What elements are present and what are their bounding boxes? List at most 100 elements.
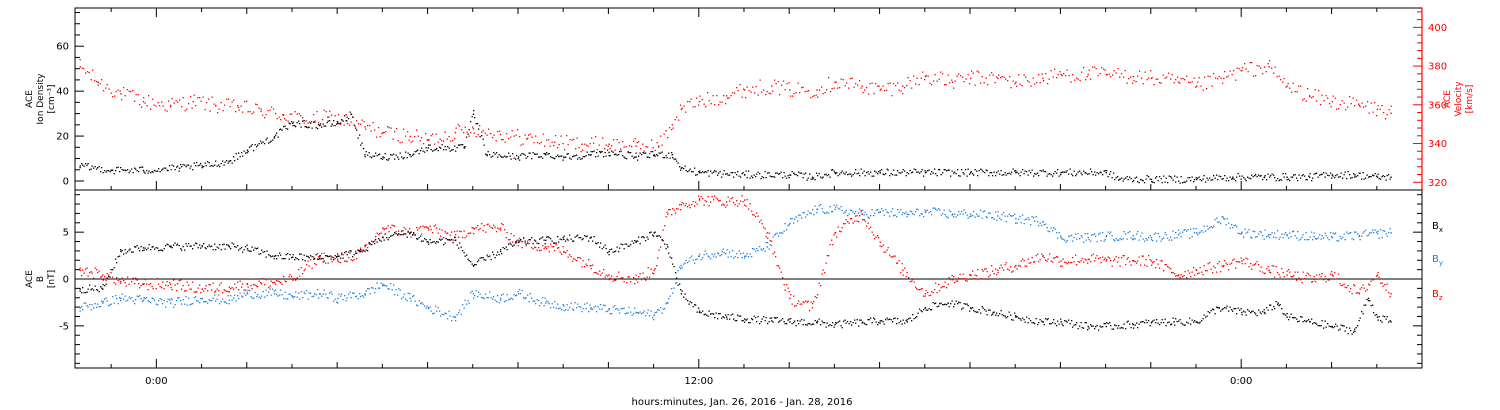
- bz-point: [1382, 285, 1384, 287]
- velocity-point: [486, 134, 488, 136]
- by-point: [201, 297, 203, 300]
- density-point: [464, 146, 466, 148]
- density-point: [1198, 176, 1200, 178]
- density-point: [1378, 178, 1380, 180]
- velocity-point: [1368, 112, 1370, 114]
- bx-point: [877, 324, 879, 326]
- bx-point: [977, 311, 979, 313]
- bx-point: [90, 289, 92, 291]
- velocity-point: [1383, 112, 1385, 114]
- by-point: [181, 303, 183, 305]
- bz-point: [943, 286, 945, 288]
- bz-point: [713, 199, 715, 201]
- bx-point: [627, 245, 629, 247]
- velocity-point: [510, 136, 512, 138]
- density-point: [403, 157, 405, 159]
- density-point: [243, 150, 245, 152]
- bx-point: [881, 320, 883, 322]
- velocity-point: [831, 88, 833, 90]
- bz-point: [908, 277, 910, 279]
- bz-point: [1106, 259, 1108, 261]
- by-point: [1382, 230, 1384, 232]
- by-point: [563, 305, 565, 307]
- velocity-point: [1195, 86, 1197, 88]
- bx-point: [851, 324, 853, 326]
- by-point: [1279, 236, 1281, 238]
- density-point: [555, 156, 557, 158]
- density-point: [836, 172, 838, 174]
- bx-point: [340, 257, 342, 259]
- bx-point: [155, 247, 157, 249]
- by-point: [967, 217, 969, 219]
- bx-point: [486, 254, 488, 256]
- velocity-point: [978, 71, 980, 73]
- bx-point: [1237, 307, 1239, 309]
- bx-point: [443, 244, 445, 246]
- bx-point: [799, 320, 801, 322]
- density-point: [1382, 175, 1384, 177]
- by-point: [315, 294, 317, 296]
- velocity-point: [1121, 73, 1123, 75]
- density-point: [1274, 177, 1276, 179]
- density-point: [592, 151, 594, 153]
- bx-point: [516, 240, 518, 242]
- by-point: [711, 253, 713, 255]
- bz-point: [455, 234, 457, 236]
- by-point: [1105, 235, 1107, 238]
- bz-point: [534, 246, 536, 248]
- by-point: [1233, 225, 1235, 227]
- density-point: [639, 152, 641, 154]
- density-point: [493, 152, 495, 154]
- bx-point: [1205, 316, 1207, 318]
- velocity-point: [1132, 82, 1134, 84]
- bx-point: [147, 247, 149, 249]
- bz-point: [1229, 263, 1231, 265]
- bx-point: [110, 269, 112, 271]
- bz-point: [930, 294, 932, 296]
- velocity-point: [463, 132, 465, 134]
- bx-point: [991, 314, 993, 316]
- bz-point: [1340, 285, 1342, 287]
- velocity-point: [195, 105, 197, 107]
- bx-point: [1251, 311, 1253, 313]
- bx-point: [1035, 318, 1037, 320]
- bz-point: [988, 276, 990, 278]
- velocity-point: [902, 93, 904, 95]
- bz-point: [81, 275, 83, 277]
- bz-point: [858, 221, 860, 223]
- density-point: [1327, 174, 1329, 176]
- bz-point: [233, 288, 235, 290]
- bz-point: [653, 273, 655, 275]
- bz-point: [502, 224, 504, 226]
- by-point: [481, 297, 483, 299]
- bx-point: [379, 239, 381, 241]
- velocity-point: [775, 83, 777, 85]
- density-point: [698, 172, 701, 174]
- bx-point: [1207, 311, 1209, 313]
- bx-point: [1293, 317, 1295, 319]
- velocity-point: [414, 136, 416, 138]
- bz-point: [1179, 277, 1181, 279]
- density-point: [761, 176, 763, 178]
- bz-point: [1300, 279, 1302, 281]
- bx-point: [989, 309, 991, 311]
- velocity-point: [1390, 105, 1392, 107]
- bx-point: [882, 321, 884, 323]
- by-point: [1161, 238, 1163, 240]
- bz-point: [635, 274, 637, 276]
- bz-point: [1130, 264, 1132, 266]
- bz-point: [97, 272, 99, 274]
- bx-point: [692, 306, 694, 308]
- by-point: [228, 299, 231, 302]
- bx-point: [925, 309, 927, 311]
- velocity-point: [609, 148, 611, 150]
- bz-point: [245, 289, 247, 291]
- bz-point: [721, 204, 723, 206]
- bx-point: [311, 256, 313, 258]
- by-point: [878, 212, 880, 214]
- bx-point: [848, 323, 850, 325]
- bz-point: [1054, 257, 1056, 259]
- bz-point: [597, 273, 599, 275]
- by-point: [1088, 239, 1090, 241]
- by-point: [1167, 237, 1169, 239]
